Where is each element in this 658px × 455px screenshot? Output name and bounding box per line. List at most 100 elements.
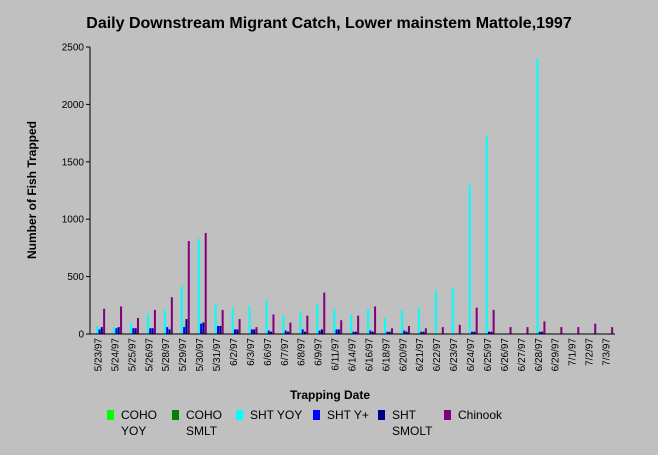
- bar: [340, 320, 343, 334]
- bar: [130, 322, 133, 334]
- bar: [352, 331, 355, 334]
- bar: [536, 58, 539, 334]
- bar: [441, 327, 444, 334]
- x-tick-label: 6/26/97: [500, 338, 511, 372]
- bar: [287, 331, 290, 334]
- x-tick-label: 5/24/97: [110, 338, 121, 372]
- bar: [238, 319, 241, 334]
- x-tick-label: 5/23/97: [93, 338, 104, 372]
- bar: [323, 292, 326, 334]
- bars: [96, 58, 614, 334]
- legend-label: Chinook: [458, 408, 503, 422]
- bar: [236, 329, 239, 334]
- bar: [407, 325, 410, 334]
- bar: [354, 331, 357, 334]
- bar: [475, 307, 478, 334]
- x-tick-label: 7/2/97: [585, 338, 596, 366]
- x-tick-label: 6/3/97: [246, 338, 257, 366]
- bar: [541, 331, 544, 334]
- legend-label: SHT YOY: [250, 408, 302, 422]
- x-axis-label: Trapping Date: [290, 388, 370, 402]
- legend-label: SHT SMOLT: [392, 408, 433, 438]
- y-tick-label: 1000: [62, 215, 85, 226]
- x-tick-label: 6/6/97: [263, 338, 274, 366]
- bar: [374, 306, 377, 334]
- x-tick-label: 6/22/97: [432, 338, 443, 372]
- bar: [306, 315, 309, 334]
- bar: [371, 331, 374, 334]
- x-tick-label: 5/30/97: [195, 338, 206, 372]
- bar: [509, 327, 512, 334]
- bar: [146, 313, 149, 334]
- bar: [458, 324, 461, 334]
- x-tick-label: 6/20/97: [398, 338, 409, 372]
- bar: [337, 329, 340, 334]
- y-axis: 0 500 1000 1500 2000 2500: [62, 43, 91, 341]
- bar: [424, 328, 427, 334]
- bar: [611, 327, 614, 334]
- x-tick-label: 6/7/97: [280, 338, 291, 366]
- bar: [163, 309, 166, 334]
- bar: [233, 329, 236, 334]
- bar: [136, 317, 139, 334]
- bar: [350, 314, 353, 334]
- bar: [560, 327, 563, 334]
- x-tick-label: 6/14/97: [348, 338, 359, 372]
- bar: [434, 290, 437, 334]
- x-tick-label: 6/11/97: [331, 338, 342, 371]
- bar: [485, 135, 488, 334]
- x-tick-label: 6/28/97: [534, 338, 545, 372]
- x-tick-label: 6/2/97: [229, 338, 240, 366]
- bar: [166, 327, 169, 334]
- legend-label: SHT Y+: [327, 408, 369, 422]
- x-tick-label: 5/26/97: [144, 338, 155, 372]
- bar: [526, 327, 529, 334]
- bar: [200, 323, 203, 334]
- x-tick-label: 6/29/97: [551, 338, 562, 372]
- plot-area: [90, 47, 615, 334]
- bar: [318, 330, 321, 334]
- x-axis: 5/23/97 5/24/97 5/25/97 5/26/97 5/28/97 5/29/…: [90, 333, 615, 372]
- legend-label: COHO YOY: [121, 408, 157, 438]
- bar: [473, 331, 476, 334]
- bar: [417, 307, 420, 334]
- bar: [183, 327, 186, 334]
- bar: [265, 300, 268, 334]
- bar: [255, 327, 258, 334]
- bar: [96, 325, 99, 334]
- bar: [151, 328, 154, 334]
- bar: [219, 325, 222, 334]
- bar: [284, 330, 287, 334]
- bar: [221, 309, 224, 334]
- x-tick-label: 6/8/97: [297, 338, 308, 366]
- bar: [490, 331, 493, 334]
- bar: [253, 329, 256, 334]
- bar: [386, 331, 389, 334]
- bar: [98, 329, 101, 334]
- x-tick-label: 6/9/97: [314, 338, 325, 366]
- bar: [214, 304, 217, 334]
- x-tick-label: 6/24/97: [466, 338, 477, 372]
- bar: [248, 306, 251, 334]
- bar: [367, 308, 370, 334]
- bar: [468, 184, 471, 334]
- y-tick-label: 2500: [62, 43, 85, 54]
- bar: [422, 331, 425, 334]
- y-tick-label: 1500: [62, 157, 85, 168]
- x-tick-label: 7/1/97: [568, 338, 579, 366]
- x-tick-label: 5/28/97: [161, 338, 172, 372]
- y-tick-label: 500: [67, 272, 84, 283]
- bar: [400, 309, 404, 334]
- bar: [388, 331, 391, 334]
- bar: [357, 315, 360, 334]
- x-tick-label: 5/29/97: [178, 338, 189, 372]
- bar: [117, 327, 120, 334]
- x-tick-label: 6/21/97: [415, 338, 426, 372]
- bar: [451, 288, 454, 334]
- chart-title: Daily Downstream Migrant Catch, Lower ma…: [86, 15, 572, 32]
- x-tick-label: 6/27/97: [517, 338, 528, 372]
- bar: [113, 327, 116, 334]
- bar: [170, 297, 173, 334]
- x-tick-label: 6/16/97: [364, 338, 375, 372]
- bar: [185, 319, 188, 334]
